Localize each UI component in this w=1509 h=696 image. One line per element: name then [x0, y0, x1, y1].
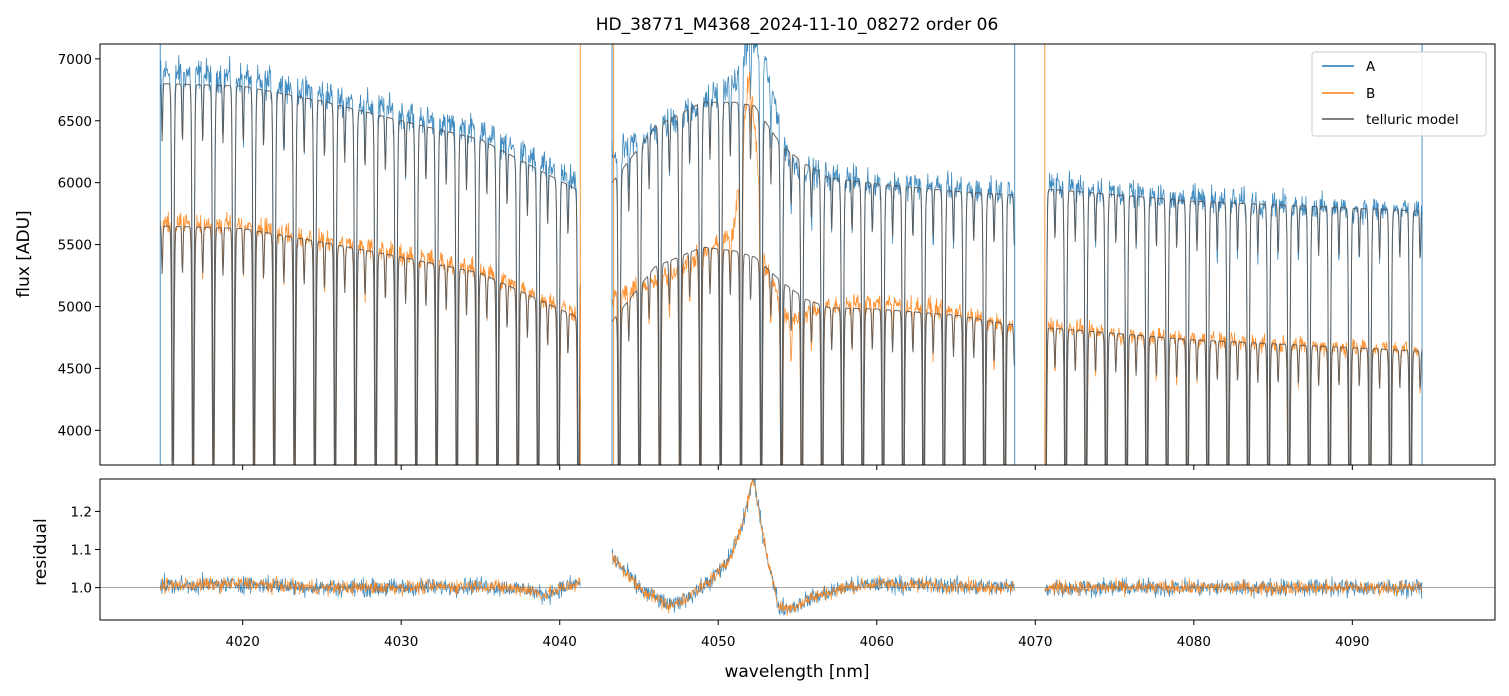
residual-panel: 1.01.11.2 4020 4030 4040 4050 4060 4070 4080 40… — [31, 478, 1496, 682]
residual-x-tick-label: 4040 — [543, 634, 577, 650]
flux-y-ticks: 4000 4500 5000 5500 6000 6500 7000 — [58, 52, 100, 439]
flux-y-tick-label: 5500 — [58, 238, 92, 254]
flux-y-tick-label: 4500 — [58, 361, 92, 377]
telluric-model-a-line — [159, 83, 1423, 465]
legend-label-telluric: telluric model — [1366, 112, 1459, 128]
flux-x-ticks — [242, 465, 1353, 470]
flux-series-group — [159, 44, 1423, 465]
residual-x-tick-label: 4050 — [701, 634, 735, 650]
chart-title: HD_38771_M4368_2024-11-10_08272 order 06 — [596, 15, 999, 35]
residual-x-tick-label: 4080 — [1177, 634, 1211, 650]
legend-box — [1311, 51, 1487, 137]
flux-y-tick-label: 5000 — [58, 300, 92, 316]
residual-series-group — [100, 479, 1495, 617]
residual-x-tick-label: 4090 — [1335, 634, 1369, 650]
flux-y-tick-label: 6000 — [58, 176, 92, 192]
flux-y-tick-label: 4000 — [58, 423, 92, 439]
legend: A B telluric model — [1311, 51, 1487, 137]
residual-x-ticks: 4020 4030 4040 4050 4060 4070 4080 4090 — [225, 620, 1370, 650]
residual-x-tick-label: 4070 — [1018, 634, 1052, 650]
flux-y-axis-label: flux [ADU] — [14, 210, 34, 297]
residual-x-tick-label: 4060 — [860, 634, 894, 650]
telluric-model-b-line — [159, 225, 1423, 465]
legend-label-b: B — [1366, 86, 1375, 102]
residual-y-tick-label: 1.1 — [71, 543, 92, 559]
residual-series-b-line — [159, 479, 1423, 617]
flux-y-tick-label: 6500 — [58, 114, 92, 130]
flux-y-tick-label: 7000 — [58, 52, 92, 68]
residual-y-ticks: 1.0 1.1 1.2 — [71, 504, 100, 597]
residual-y-tick-label: 1.2 — [71, 504, 92, 520]
legend-label-a: A — [1366, 59, 1376, 75]
flux-axes-frame — [99, 43, 1496, 466]
residual-x-tick-label: 4020 — [225, 634, 259, 650]
flux-axes-background — [100, 44, 1495, 465]
residual-y-axis-label: residual — [31, 518, 51, 585]
residual-axes-background — [100, 479, 1495, 620]
residual-x-tick-label: 4030 — [384, 634, 418, 650]
x-axis-label: wavelength [nm] — [724, 662, 869, 682]
residual-y-tick-label: 1.0 — [71, 581, 92, 597]
